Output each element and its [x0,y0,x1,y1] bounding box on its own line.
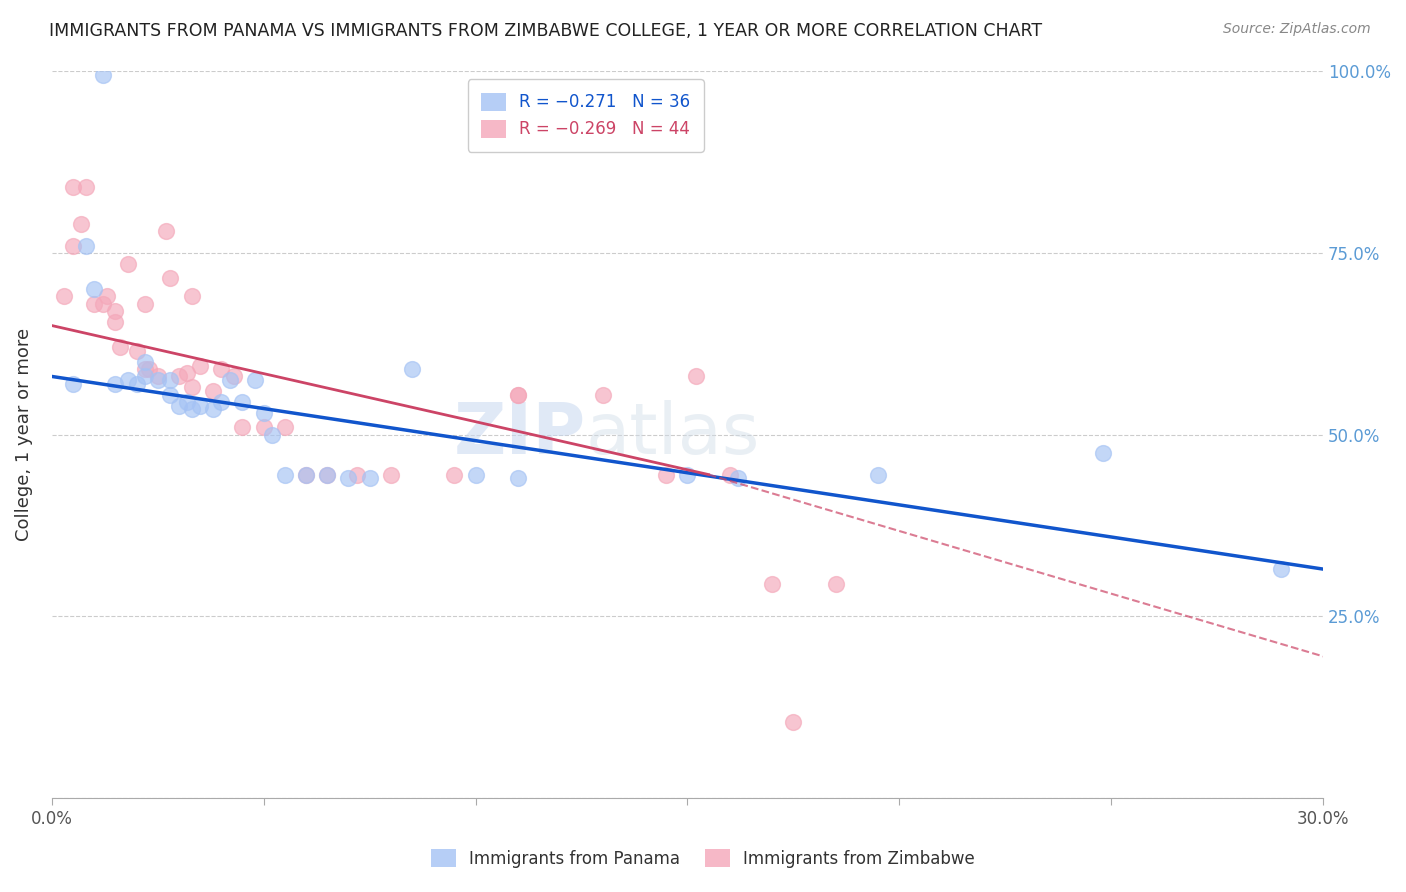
Point [337,471,360,485]
Point [53,289,76,303]
Point [155,224,177,238]
Point [201,402,224,417]
Point [104,376,127,391]
Point [125,343,148,358]
Point [180,380,202,394]
Point [401,362,423,376]
Point [868,467,890,482]
Point [761,576,783,591]
Point [167,399,190,413]
Point [231,420,253,434]
Point [180,289,202,303]
Point [62,238,84,252]
Point [274,420,297,434]
Point [83,296,105,310]
Point [295,467,318,482]
Point [506,387,529,401]
Point [138,362,160,376]
Point [346,467,368,482]
Point [218,373,240,387]
Text: atlas: atlas [586,401,761,469]
Point [685,369,707,384]
Point [188,399,211,413]
Point [718,467,741,482]
Point [146,373,169,387]
Point [464,467,486,482]
Point [295,467,318,482]
Point [108,340,131,354]
Point [782,714,804,729]
Point [222,369,245,384]
Text: ZIP: ZIP [454,401,586,469]
Point [231,395,253,409]
Point [655,467,678,482]
Legend: R = −0.271   N = 36, R = −0.269   N = 44: R = −0.271 N = 36, R = −0.269 N = 44 [468,79,704,152]
Point [70,217,93,231]
Point [824,576,846,591]
Point [443,467,465,482]
Point [188,359,211,373]
Point [134,355,156,369]
Point [176,395,198,409]
Point [75,238,97,252]
Point [676,467,699,482]
Point [83,282,105,296]
Point [180,402,202,417]
Point [316,467,339,482]
Legend: Immigrants from Panama, Immigrants from Zimbabwe: Immigrants from Panama, Immigrants from … [419,838,987,880]
Point [380,467,402,482]
Point [117,257,139,271]
Text: Source: ZipAtlas.com: Source: ZipAtlas.com [1223,22,1371,37]
Point [201,384,224,398]
Point [62,180,84,194]
Point [91,296,114,310]
Point [253,406,276,420]
Point [117,373,139,387]
Point [274,467,297,482]
Point [253,420,276,434]
Point [134,296,156,310]
Point [1270,562,1292,576]
Point [1091,446,1114,460]
Point [506,387,529,401]
Text: IMMIGRANTS FROM PANAMA VS IMMIGRANTS FROM ZIMBABWE COLLEGE, 1 YEAR OR MORE CORRE: IMMIGRANTS FROM PANAMA VS IMMIGRANTS FRO… [49,22,1042,40]
Point [146,369,169,384]
Point [159,387,181,401]
Point [104,304,127,318]
Point [167,369,190,384]
Point [209,395,232,409]
Point [316,467,339,482]
Point [125,376,148,391]
Point [176,366,198,380]
Point [62,376,84,391]
Point [727,471,749,485]
Point [75,180,97,194]
Point [506,471,529,485]
Point [91,68,114,82]
Point [592,387,614,401]
Point [243,373,266,387]
Point [159,373,181,387]
Point [134,362,156,376]
Point [96,289,118,303]
Point [159,271,181,285]
Point [134,369,156,384]
Point [209,362,232,376]
Point [104,315,127,329]
Point [359,471,381,485]
Point [262,427,284,442]
Y-axis label: College, 1 year or more: College, 1 year or more [15,328,32,541]
